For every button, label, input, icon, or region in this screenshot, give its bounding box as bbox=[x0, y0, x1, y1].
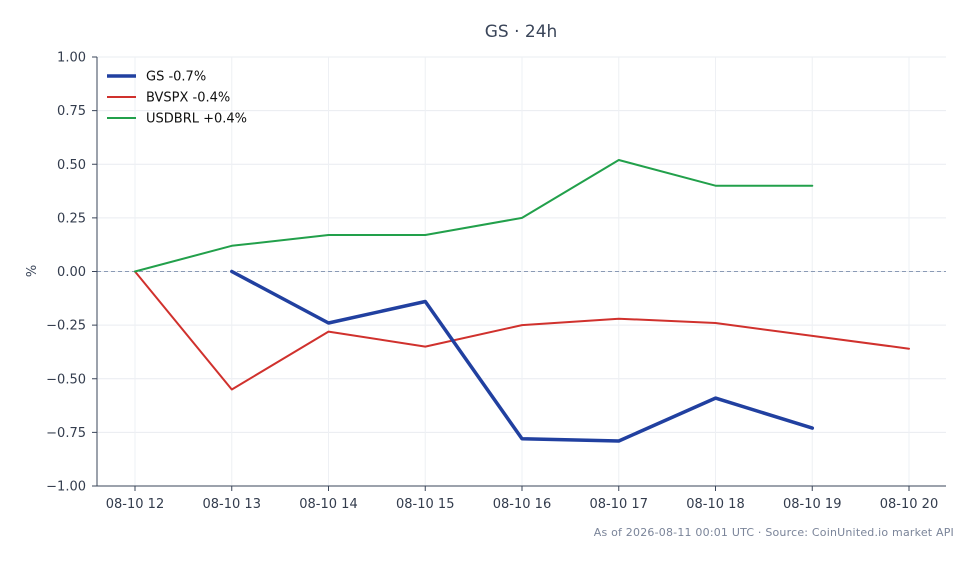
y-tick-label: 0.25 bbox=[57, 211, 86, 226]
series-line-usdbrl bbox=[134, 159, 814, 273]
y-ticks: 1.00 0.75 0.50 0.25 0.00 −0.25 −0.50 −0.75 −1.00 bbox=[46, 51, 97, 495]
y-tick-label: −0.25 bbox=[46, 319, 86, 334]
series-line-bvspx bbox=[134, 270, 910, 391]
legend-label-usdbrl: USDBRL +0.4% bbox=[146, 112, 247, 127]
x-tick-label: 08-10 18 bbox=[686, 497, 744, 512]
chart-title: GS · 24h bbox=[485, 22, 558, 42]
y-tick-label: −1.00 bbox=[46, 480, 86, 495]
x-tick-label: 08-10 16 bbox=[493, 497, 551, 512]
y-tick-label: 0.00 bbox=[57, 265, 86, 280]
legend-label-bvspx: BVSPX -0.4% bbox=[146, 91, 230, 106]
x-ticks: 08-10 12 08-10 13 08-10 14 08-10 15 08-10 16… bbox=[106, 486, 938, 512]
x-tick-label: 08-10 17 bbox=[590, 497, 648, 512]
series-line-gs bbox=[230, 269, 815, 443]
x-tick-label: 08-10 15 bbox=[396, 497, 454, 512]
x-tick-label: 08-10 13 bbox=[203, 497, 261, 512]
legend-label-gs: GS -0.7% bbox=[146, 70, 206, 85]
x-tick-label: 08-10 20 bbox=[880, 497, 938, 512]
y-tick-label: 1.00 bbox=[57, 51, 86, 66]
y-tick-label: 0.75 bbox=[57, 104, 86, 119]
x-tick-label: 08-10 19 bbox=[783, 497, 841, 512]
footer-source-note: As of 2026-08-11 00:01 UTC · Source: Coi… bbox=[593, 526, 954, 539]
y-tick-label: −0.75 bbox=[46, 426, 86, 441]
y-tick-label: −0.50 bbox=[46, 372, 86, 387]
y-tick-label: 0.50 bbox=[57, 158, 86, 173]
y-axis-label: % bbox=[25, 265, 40, 277]
x-tick-label: 08-10 12 bbox=[106, 497, 164, 512]
x-tick-label: 08-10 14 bbox=[299, 497, 357, 512]
series-lines bbox=[134, 159, 910, 443]
legend: GS -0.7% BVSPX -0.4% USDBRL +0.4% bbox=[107, 70, 247, 127]
